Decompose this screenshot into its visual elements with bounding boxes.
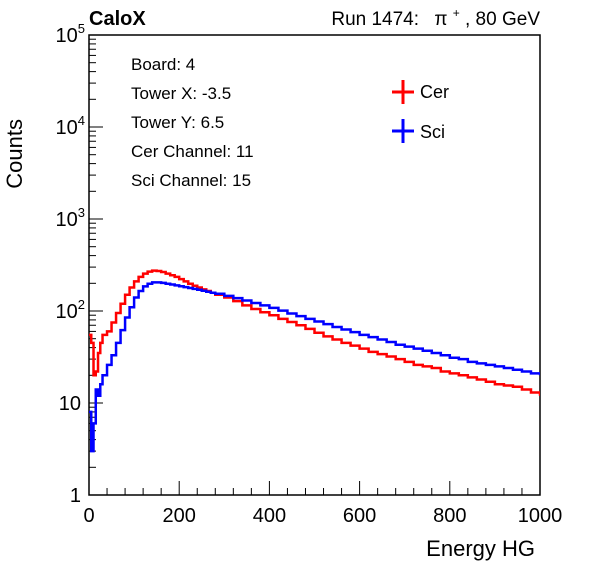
y-tick-label: 105: [56, 21, 85, 47]
y-tick-label: 103: [56, 205, 85, 231]
particle-charge: +: [453, 6, 460, 20]
beam-energy: , 80 GeV: [465, 9, 540, 30]
x-tick-label: 600: [343, 505, 376, 527]
x-axis-title: Energy HG: [426, 536, 535, 561]
x-tick-label: 1000: [518, 505, 563, 527]
x-tick-label: 400: [253, 505, 286, 527]
info-board: Board: 4: [131, 55, 195, 74]
series-line-cer: [89, 269, 540, 396]
y-tick-label: 10: [59, 393, 81, 415]
x-tick-label: 200: [163, 505, 196, 527]
info-tower-y: Tower Y: 6.5: [131, 113, 224, 132]
info-tower-x: Tower X: -3.5: [131, 84, 231, 103]
series-group: [89, 269, 540, 453]
legend-marker-sci: [392, 119, 414, 143]
info-sci-channel: Sci Channel: 15: [131, 171, 251, 190]
y-tick-label: 102: [56, 297, 85, 323]
legend: Cer Sci: [392, 80, 449, 143]
experiment-label: CaloX: [89, 8, 146, 30]
y-tick-label: 1: [70, 485, 81, 507]
legend-marker-cer: [392, 80, 414, 104]
x-tick-label: 0: [83, 505, 94, 527]
legend-label-sci: Sci: [420, 122, 445, 142]
info-box: Board: 4 Tower X: -3.5 Tower Y: 6.5 Cer …: [131, 55, 254, 190]
y-axis-title: Counts: [2, 119, 27, 189]
x-tick-label: 800: [433, 505, 466, 527]
run-info-label: Run 1474: π + , 80 GeV: [331, 1, 540, 30]
legend-label-cer: Cer: [420, 82, 449, 102]
y-tick-label: 104: [56, 113, 85, 139]
axis-ticks: [88, 34, 541, 496]
info-cer-channel: Cer Channel: 11: [131, 142, 254, 161]
x-tick-labels: 0 200 400 600 800 1000: [83, 505, 562, 527]
particle-symbol: π: [434, 9, 447, 30]
series-line-sci: [89, 281, 540, 453]
y-tick-labels: 1 10 102 103 104 105: [56, 21, 85, 507]
run-prefix: Run 1474:: [331, 9, 419, 30]
plot-frame: [88, 34, 541, 496]
